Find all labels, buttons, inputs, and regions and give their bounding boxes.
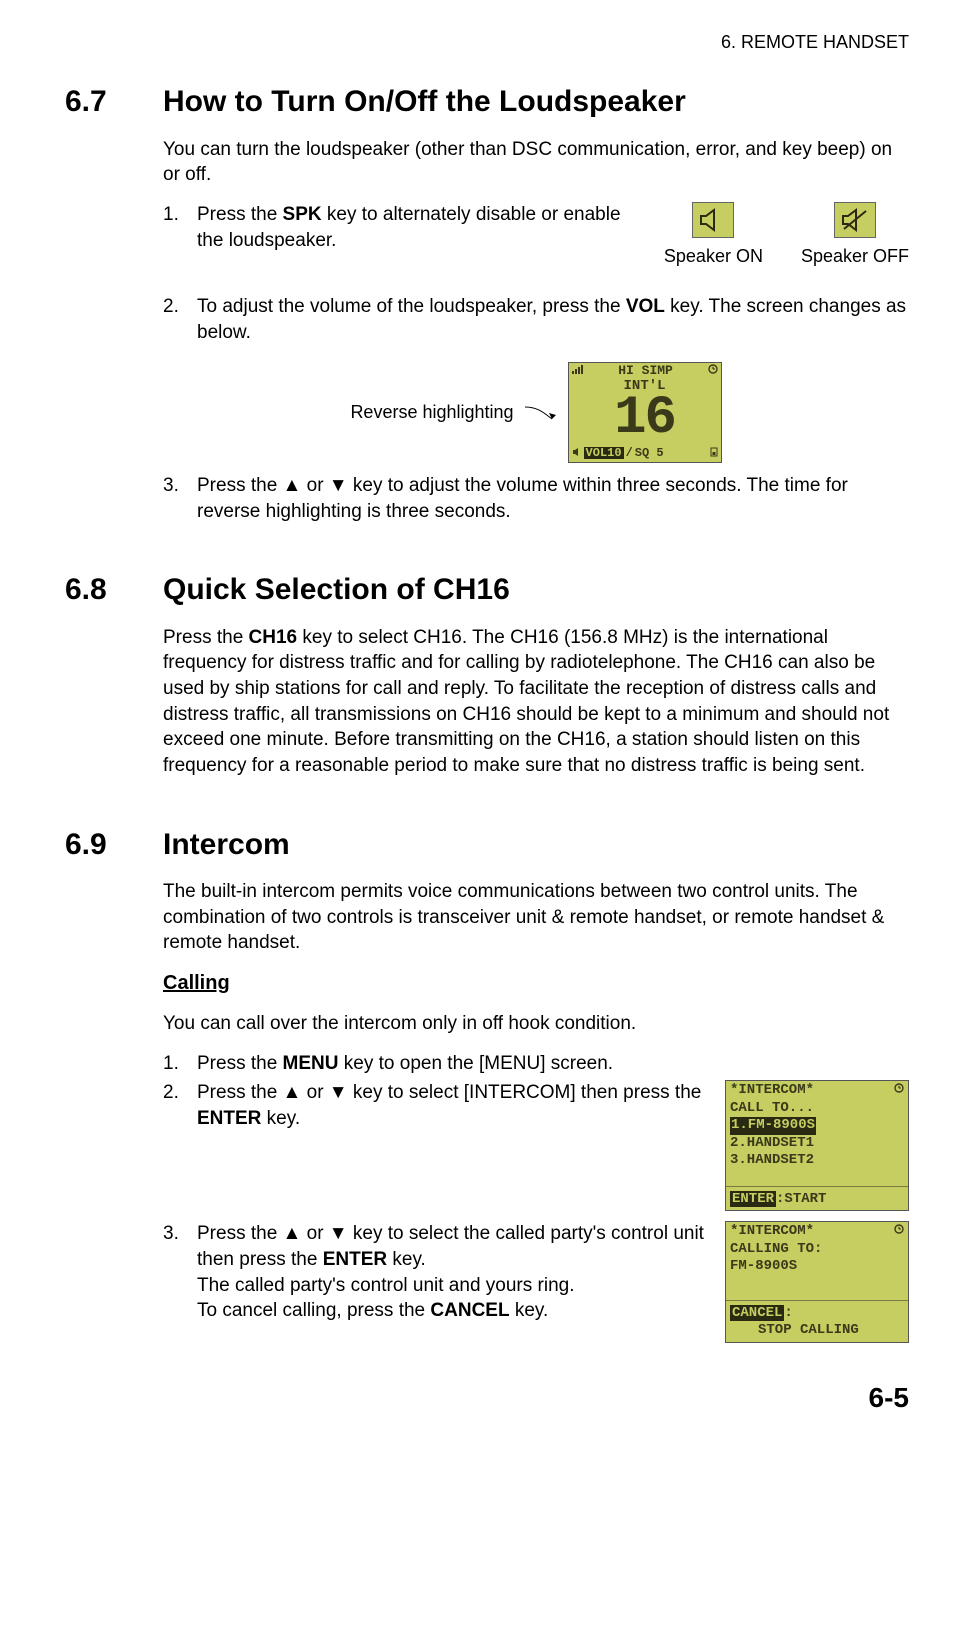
lcd-mode: HI SIMP — [618, 364, 673, 377]
key-name: MENU — [283, 1053, 339, 1074]
lcd-clock-icon — [708, 364, 718, 377]
lcd-footer: ENTER:START — [726, 1191, 908, 1211]
text: Press the — [197, 204, 283, 225]
key-name: CH16 — [249, 627, 298, 648]
list-text: Press the ▲ or ▼ key to select [INTERCOM… — [197, 1080, 705, 1131]
pointer-arrow-icon — [524, 401, 558, 423]
section-title: How to Turn On/Off the Loudspeaker — [163, 82, 686, 123]
lcd-separator: / — [626, 447, 633, 459]
text: key. — [261, 1108, 300, 1129]
section-title: Quick Selection of CH16 — [163, 570, 510, 611]
reverse-highlight-label: Reverse highlighting — [350, 400, 513, 424]
list-text: Press the SPK key to alternately disable… — [197, 202, 644, 253]
list-number: 1. — [163, 202, 197, 253]
list-text: Press the ▲ or ▼ key to adjust the volum… — [197, 473, 909, 524]
list-number: 3. — [163, 1221, 197, 1324]
volume-lcd: HI SIMP INT'L 16 VOL10 / SQ 5 — [568, 362, 722, 463]
list-text: Press the ▲ or ▼ key to select the calle… — [197, 1221, 705, 1324]
lcd-footer-key: ENTER — [730, 1191, 776, 1207]
speaker-off-caption: Speaker OFF — [801, 244, 909, 268]
lcd-volume-value: VOL10 — [584, 447, 624, 459]
lcd-squelch: SQ 5 — [635, 447, 664, 459]
lcd-line-selected: 1.FM-8900S — [726, 1117, 908, 1135]
text: Press the ▲ or ▼ key to select [INTERCOM… — [197, 1082, 701, 1103]
lcd-clock-icon — [894, 1223, 904, 1241]
text: key to select CH16. The CH16 (156.8 MHz)… — [163, 627, 889, 776]
section-6-7: 6.7 How to Turn On/Off the Loudspeaker Y… — [65, 82, 909, 524]
section-number: 6.9 — [65, 825, 163, 866]
lcd-line: 2.HANDSET1 — [726, 1135, 908, 1153]
text: To adjust the volume of the loudspeaker,… — [197, 296, 626, 317]
lcd-line: CALL TO... — [726, 1100, 908, 1118]
list-text: Press the MENU key to open the [MENU] sc… — [197, 1051, 909, 1077]
text: Press the ▲ or ▼ key to select the calle… — [197, 1223, 704, 1270]
list-text: To adjust the volume of the loudspeaker,… — [197, 294, 909, 345]
lcd-title: *INTERCOM* — [730, 1223, 814, 1241]
list-number: 1. — [163, 1051, 197, 1077]
page-footer: 6-5 — [65, 1379, 909, 1417]
page-header: 6. REMOTE HANDSET — [65, 30, 909, 54]
key-name: SPK — [283, 204, 322, 225]
lcd-line: 3.HANDSET2 — [726, 1152, 908, 1170]
intercom-calling-lcd: *INTERCOM* CALLING TO: FM-8900S CANCEL: … — [725, 1221, 909, 1343]
text: key. — [387, 1249, 426, 1270]
text: key. — [510, 1300, 549, 1321]
section-number: 6.8 — [65, 570, 163, 611]
lcd-line: FM-8900S — [726, 1258, 908, 1276]
key-name: ENTER — [323, 1249, 387, 1270]
lcd-channel: 16 — [569, 393, 721, 446]
section-6-9: 6.9 Intercom The built-in intercom permi… — [65, 825, 909, 1343]
lcd-highlight: 1.FM-8900S — [730, 1117, 816, 1135]
section-number: 6.7 — [65, 82, 163, 123]
lcd-signal-icon — [572, 364, 584, 377]
lcd-footer-text: :START — [776, 1191, 826, 1207]
lcd-footer-text: STOP CALLING — [730, 1322, 859, 1338]
list-number: 2. — [163, 1080, 197, 1131]
lcd-batt-icon — [710, 447, 718, 460]
section-6-8: 6.8 Quick Selection of CH16 Press the CH… — [65, 570, 909, 778]
key-name: ENTER — [197, 1108, 261, 1129]
key-name: CANCEL — [430, 1300, 509, 1321]
text: Press the — [197, 1053, 283, 1074]
lcd-speaker-icon — [572, 447, 582, 460]
speaker-icons-figure: Speaker ON Speaker OFF — [664, 202, 909, 268]
key-name: VOL — [626, 296, 665, 317]
lcd-line: CALLING TO: — [726, 1241, 908, 1259]
text: To cancel calling, press the — [197, 1300, 430, 1321]
speaker-on-caption: Speaker ON — [664, 244, 763, 268]
intercom-select-lcd: *INTERCOM* CALL TO... 1.FM-8900S 2.HANDS… — [725, 1080, 909, 1211]
lcd-footer-key: CANCEL — [730, 1305, 784, 1321]
section-body: Press the CH16 key to select CH16. The C… — [163, 625, 909, 779]
section-intro: The built-in intercom permits voice comm… — [163, 879, 909, 956]
section-intro: You can turn the loudspeaker (other than… — [163, 137, 909, 188]
lcd-footer-text: : — [784, 1305, 792, 1321]
speaker-on-icon — [692, 202, 734, 238]
section-title: Intercom — [163, 825, 290, 866]
text: The called party's control unit and your… — [197, 1275, 575, 1296]
list-number: 3. — [163, 473, 197, 524]
volume-lcd-figure: Reverse highlighting HI SIMP INT'L 16 — [163, 362, 909, 463]
subsection-title: Calling — [163, 970, 909, 997]
speaker-off-icon — [834, 202, 876, 238]
lcd-title: *INTERCOM* — [730, 1082, 814, 1100]
lcd-clock-icon — [894, 1082, 904, 1100]
text: key to open the [MENU] screen. — [339, 1053, 614, 1074]
text: Press the — [163, 627, 249, 648]
subsection-intro: You can call over the intercom only in o… — [163, 1011, 909, 1037]
lcd-footer: CANCEL: STOP CALLING — [726, 1305, 908, 1342]
list-number: 2. — [163, 294, 197, 345]
